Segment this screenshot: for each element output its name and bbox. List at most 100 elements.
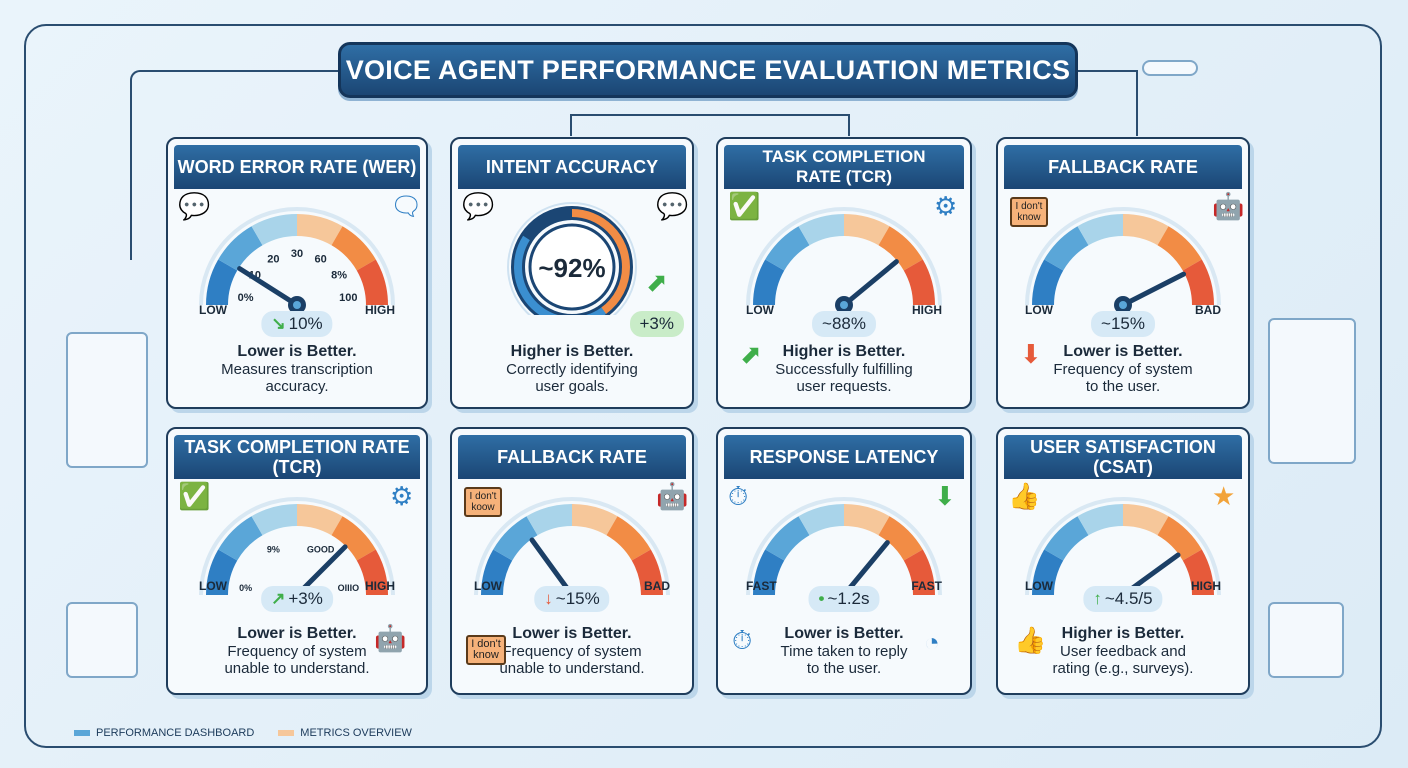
card-title: INTENT ACCURACY bbox=[458, 145, 686, 189]
trend-arrow-icon: ↗ bbox=[271, 589, 286, 608]
gauge-segment bbox=[753, 259, 785, 306]
gauge-low-label: LOW bbox=[1025, 579, 1053, 593]
value-pill: ↗ +3% bbox=[261, 586, 333, 612]
metric-description: Correctly identifying bbox=[506, 361, 638, 378]
metric-card: FALLBACK RATE LOW BAD ↓ ~15% Lower is Better.… bbox=[450, 427, 694, 695]
metric-value: ~15% bbox=[1101, 314, 1145, 333]
gauge-tick-label: OIIIO bbox=[338, 583, 360, 593]
metric-description: Frequency of system bbox=[227, 643, 367, 660]
gauge-tick-label: GOOD bbox=[307, 545, 335, 555]
loading-icon: ◔ bbox=[924, 627, 940, 657]
gauge-segment bbox=[878, 516, 923, 561]
side-panel-settings bbox=[1268, 318, 1356, 464]
gauge-low-label: LOW bbox=[199, 303, 227, 317]
value-pill: ~88% bbox=[812, 311, 876, 337]
thumbs-up-icon: 👍 bbox=[1014, 625, 1047, 655]
metric-description: Frequency of system bbox=[1053, 361, 1193, 378]
gauge-needle bbox=[841, 259, 899, 308]
legend-label: PERFORMANCE DASHBOARD bbox=[96, 727, 255, 739]
i-dont-know-sign-icon: I don't know bbox=[1010, 197, 1048, 227]
gauge-segment bbox=[218, 226, 263, 271]
gear-check-icon: ⚙ bbox=[390, 481, 414, 511]
legend-item: PERFORMANCE DASHBOARD bbox=[74, 727, 254, 739]
delta-badge: +3% bbox=[629, 311, 684, 337]
metric-description: accuracy. bbox=[265, 378, 329, 395]
chat-bubble-icon: 💬 bbox=[656, 191, 689, 221]
trend-arrow-icon: ↓ bbox=[544, 589, 553, 608]
gauge-segment bbox=[843, 504, 890, 536]
metric-value: ~1.2s bbox=[827, 589, 870, 608]
gauge-segment bbox=[356, 549, 388, 596]
check-circle-icon: ✅ bbox=[178, 481, 211, 511]
gauge-tick-label: 20 bbox=[267, 254, 279, 266]
gauge-segment bbox=[331, 516, 376, 561]
legend-swatch bbox=[278, 730, 295, 737]
gauge-segment bbox=[481, 549, 513, 596]
connector-line bbox=[1078, 70, 1138, 136]
up-arrow-icon: ⬈ bbox=[646, 267, 668, 297]
ring-value: ~92% bbox=[538, 253, 605, 283]
gauge bbox=[1025, 497, 1221, 604]
robot-icon: 🤖 bbox=[374, 623, 407, 653]
better-direction: Lower is Better. bbox=[1063, 343, 1183, 360]
card-title: FALLBACK RATE bbox=[1004, 145, 1242, 189]
gauge-high-label: HIGH bbox=[1191, 579, 1221, 593]
gauge-segment bbox=[1032, 549, 1064, 596]
gauge bbox=[746, 207, 942, 314]
gauge-high-label: HIGH bbox=[365, 579, 395, 593]
metric-description: unable to understand. bbox=[224, 660, 370, 677]
card-title: USER SATISFACTION (CSAT) bbox=[1004, 435, 1242, 479]
metric-value: +3% bbox=[288, 589, 323, 608]
metric-value: ~4.5/5 bbox=[1104, 589, 1153, 608]
card-title: RESPONSE LATENCY bbox=[724, 435, 964, 479]
gauge-low-label: LOW bbox=[746, 303, 774, 317]
gauge-segment bbox=[206, 549, 238, 596]
chat-bubbles-icon: 💬 bbox=[462, 191, 495, 221]
better-direction: Lower is Better. bbox=[237, 343, 357, 360]
gauge-tick-label: 0% bbox=[239, 583, 252, 593]
card-title: WORD ERROR RATE (WER) bbox=[174, 145, 420, 189]
metric-value: 10% bbox=[288, 314, 323, 333]
gauge-segment bbox=[1032, 259, 1064, 306]
card-title: TASK COMPLETION RATE (TCR) bbox=[174, 435, 420, 479]
gauge-segment bbox=[903, 259, 935, 306]
value-pill: ~15% bbox=[1091, 311, 1155, 337]
i-dont-know-sign-icon: I don't koow bbox=[464, 487, 502, 517]
gauge-segment bbox=[798, 504, 845, 536]
gauge-segment bbox=[1157, 516, 1202, 561]
connector-line bbox=[570, 114, 850, 136]
gauge-needle bbox=[529, 537, 575, 598]
gauge-segment bbox=[798, 214, 845, 246]
trend-arrow-icon: ↘ bbox=[271, 314, 286, 333]
down-arrow-icon: ⬇ bbox=[1020, 339, 1042, 369]
gauge-segment bbox=[765, 226, 810, 271]
gauge-high-label: HIGH bbox=[912, 303, 942, 317]
gauge-segment bbox=[903, 549, 935, 596]
gauge-segment bbox=[606, 516, 651, 561]
metric-card: RESPONSE LATENCY FAST FAST • ~1.2s Lower is B… bbox=[716, 427, 972, 695]
card-title: TASK COMPLETION RATE (TCR) bbox=[724, 145, 964, 189]
metric-description: rating (e.g., surveys). bbox=[1052, 660, 1194, 677]
metric-card: USER SATISFACTION (CSAT) LOW HIGH ↑ ~4.5/5 Hi… bbox=[996, 427, 1250, 695]
gauge-segment bbox=[296, 504, 343, 536]
better-direction: Lower is Better. bbox=[784, 625, 904, 642]
gauge-segment bbox=[1122, 214, 1169, 246]
gauge-needle bbox=[237, 266, 300, 308]
message-exchange-icon: 🗨 bbox=[390, 191, 424, 221]
value-pill: ↑ ~4.5/5 bbox=[1083, 586, 1163, 612]
trend-arrow-icon: ↑ bbox=[1093, 589, 1102, 608]
gauge-segment bbox=[218, 516, 263, 561]
gauge-segment bbox=[1044, 226, 1089, 271]
trend-arrow-icon: • bbox=[818, 589, 825, 608]
gauge: 0%102030608%100 bbox=[199, 207, 395, 314]
card-title: FALLBACK RATE bbox=[458, 435, 686, 479]
metric-description: to the user. bbox=[806, 660, 882, 677]
progress-ring: ~92% bbox=[507, 202, 637, 315]
side-panel-chat bbox=[66, 332, 148, 468]
gauge-segment bbox=[206, 259, 238, 306]
better-direction: Higher is Better. bbox=[782, 343, 906, 360]
gauge-segment bbox=[296, 214, 343, 246]
stopwatch-icon: ⏱ bbox=[728, 481, 749, 511]
metric-description: Frequency of system bbox=[502, 643, 642, 660]
better-direction: Higher is Better. bbox=[1061, 625, 1185, 642]
